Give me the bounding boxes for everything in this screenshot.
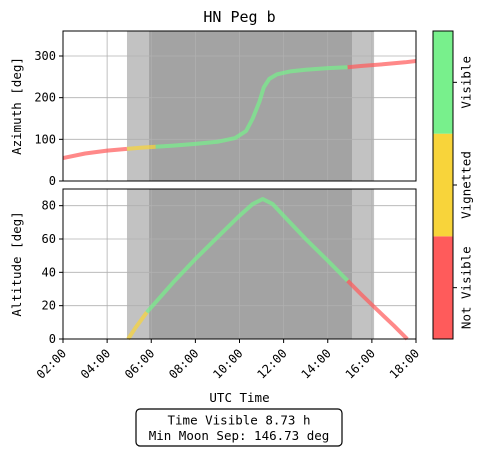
twilight-band xyxy=(126,31,150,181)
azimuth-frame xyxy=(62,30,417,182)
y-tick-label: 100 xyxy=(34,132,56,146)
colorbar-segment xyxy=(433,31,453,134)
altitude-panel: 0 20 40 60 80 Altitude [deg] xyxy=(9,188,417,346)
azimuth-panel: 0 100 200 300 Azimuth [deg] xyxy=(9,30,417,188)
altitude-track-visible xyxy=(145,197,350,314)
azimuth-track-not-visible xyxy=(347,59,417,70)
azimuth-axis-label: Azimuth [deg] xyxy=(9,57,24,155)
summary-box: Time Visible 8.73 h Min Moon Sep: 146.73… xyxy=(135,408,343,447)
colorbar-label: Visible xyxy=(459,56,474,109)
x-tick-label: 16:00 xyxy=(343,346,378,381)
altitude-axis-label: Altitude [deg] xyxy=(9,211,24,316)
colorbar-frame xyxy=(432,30,454,340)
chart-title: HN Peg b xyxy=(203,8,275,26)
twilight-band xyxy=(126,189,150,339)
x-tick-label: 10:00 xyxy=(210,346,245,381)
azimuth-track-not-visible xyxy=(62,146,128,161)
summary-box-frame xyxy=(135,408,343,447)
azimuth-track-visible xyxy=(155,65,348,149)
altitude-track-not-visible xyxy=(346,279,409,341)
time-visible-text: Time Visible 8.73 h xyxy=(168,413,311,428)
x-tick-label: 14:00 xyxy=(298,346,333,381)
x-tick-label: 12:00 xyxy=(254,346,289,381)
x-tick-label: 02:00 xyxy=(34,346,69,381)
x-tick-label: 18:00 xyxy=(387,346,422,381)
twilight-band xyxy=(352,189,375,339)
x-tick-label: 08:00 xyxy=(166,346,201,381)
twilight-band xyxy=(352,31,375,181)
y-tick-label: 0 xyxy=(49,174,56,188)
azimuth-track-vignetted xyxy=(126,144,156,151)
y-tick-label: 80 xyxy=(42,199,56,213)
y-tick-label: 20 xyxy=(42,299,56,313)
y-tick-label: 60 xyxy=(42,232,56,246)
min-moon-sep-text: Min Moon Sep: 146.73 deg xyxy=(149,428,330,443)
night-band xyxy=(149,31,353,181)
visibility-colorbar: Not Visible Vignetted Visible xyxy=(432,30,474,340)
colorbar-label: Not Visible xyxy=(459,246,474,329)
x-axis-label: UTC Time xyxy=(209,390,269,405)
altitude-track-vignetted xyxy=(126,311,149,341)
y-tick-label: 0 xyxy=(49,332,56,346)
x-tick-label: 06:00 xyxy=(122,346,157,381)
colorbar-segment xyxy=(433,236,453,339)
y-tick-label: 40 xyxy=(42,265,56,279)
x-tick-label: 04:00 xyxy=(78,346,113,381)
x-axis: 02:00 04:00 06:00 08:00 10:00 12:00 14:00 16:00… xyxy=(34,339,422,382)
y-tick-label: 300 xyxy=(34,49,56,63)
night-band xyxy=(149,189,353,339)
colorbar-label: Vignetted xyxy=(459,151,474,219)
y-tick-label: 200 xyxy=(34,91,56,105)
colorbar-segment xyxy=(433,133,453,237)
